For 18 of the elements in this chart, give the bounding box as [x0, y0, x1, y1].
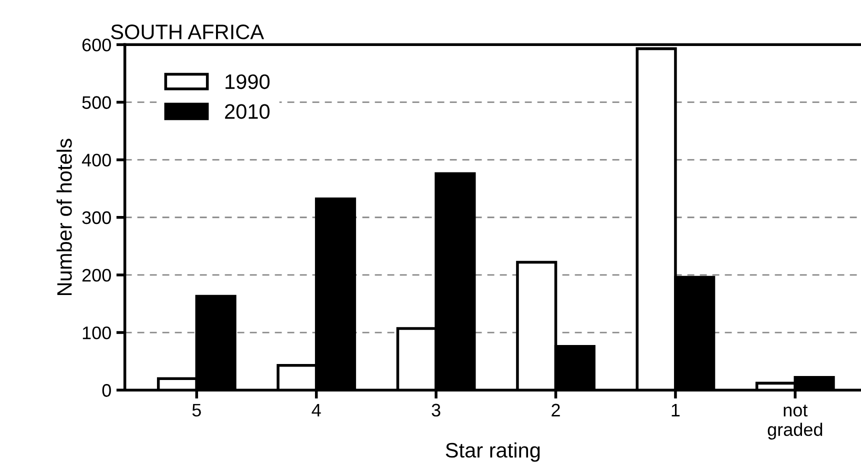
chart-title: SOUTH AFRICA [111, 24, 264, 40]
y-tick-label: 500 [82, 96, 111, 109]
x-tick-label: 3 [432, 404, 440, 417]
y-tick-label: 100 [82, 326, 111, 340]
x-tick-label: 1 [672, 404, 680, 416]
y-axis-title: Number of hotels [56, 138, 72, 295]
y-tick-label: 200 [82, 268, 111, 282]
y-tick-label: 300 [82, 211, 111, 224]
y-tick-label: 400 [82, 154, 111, 167]
legend-label: 1990 [226, 74, 270, 90]
x-tick-label: 2 [552, 404, 560, 416]
y-tick-label: 600 [82, 38, 111, 52]
x-axis-title: Star rating [446, 442, 540, 462]
x-tick-label: 5 [192, 404, 201, 417]
x-tick-label: 4 [312, 404, 321, 416]
legend-label: 2010 [225, 104, 270, 119]
x-tick-label: not graded [768, 404, 822, 440]
y-tick-label: 0 [102, 384, 111, 397]
